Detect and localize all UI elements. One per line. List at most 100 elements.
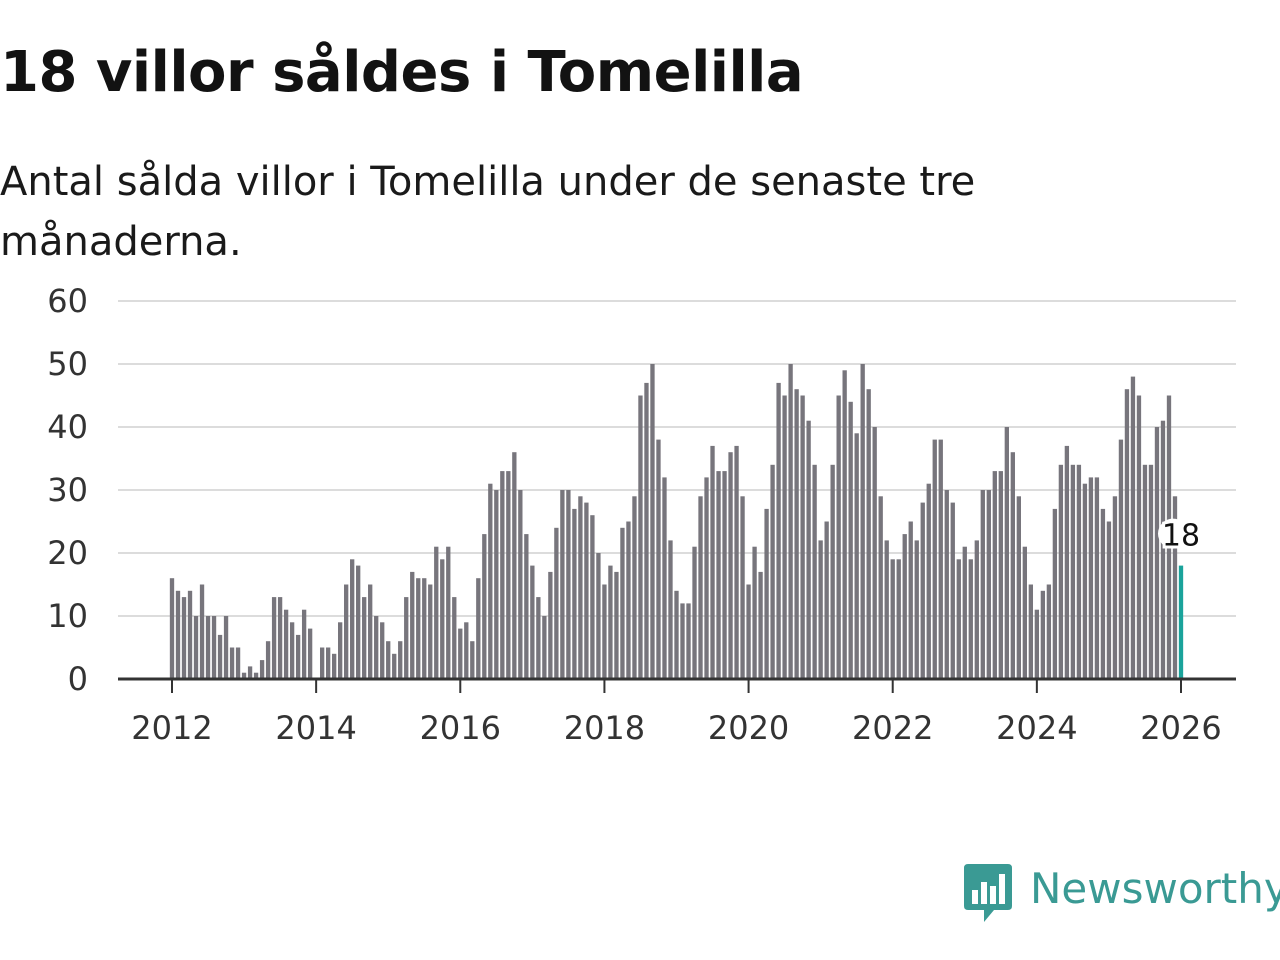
bar (325, 647, 331, 679)
bar (500, 471, 505, 679)
y-tick-label: 40 (47, 408, 88, 446)
x-tick-label: 2012 (131, 709, 212, 747)
bar (338, 622, 343, 679)
bar (193, 616, 199, 679)
bar (572, 508, 577, 679)
x-tick-label: 2016 (420, 709, 501, 747)
bar (734, 445, 739, 679)
bar (368, 584, 373, 679)
bar (992, 471, 997, 679)
bar (950, 502, 955, 679)
bar (332, 653, 337, 679)
data-label-halo (1158, 518, 1188, 549)
bar (674, 590, 679, 679)
bar (1124, 389, 1130, 679)
bar (319, 647, 325, 679)
newsworthy-logo: Newsworthy (962, 862, 1280, 928)
bar (253, 672, 259, 679)
bar (638, 395, 643, 679)
bar (410, 571, 415, 679)
bar (1130, 376, 1136, 679)
bar (584, 502, 589, 679)
bar (1004, 427, 1009, 679)
bar (494, 490, 499, 679)
bar (344, 584, 349, 679)
bar (271, 597, 277, 679)
newsworthy-bar-chart-icon (964, 864, 1012, 922)
bar (656, 439, 661, 679)
bar (884, 540, 889, 679)
bar (866, 389, 871, 679)
bar (692, 546, 697, 679)
bar (488, 483, 493, 679)
bar (235, 647, 241, 679)
bar (434, 546, 439, 679)
bar (566, 490, 571, 679)
bar (764, 508, 769, 679)
bar (998, 471, 1003, 679)
bar (1022, 546, 1027, 679)
bar (1046, 584, 1052, 679)
bar (854, 433, 859, 679)
bar (812, 464, 817, 679)
bar (307, 628, 313, 679)
bar (247, 666, 253, 679)
y-tick-label: 20 (47, 534, 88, 572)
bar (512, 452, 517, 679)
bar (728, 452, 733, 679)
x-tick-label: 2014 (275, 709, 356, 747)
bar (464, 622, 469, 679)
bar (770, 464, 775, 679)
bar (374, 616, 379, 679)
y-axis-labels: 0 10 20 30 40 50 60 (47, 282, 88, 698)
bar (848, 401, 853, 679)
bar (752, 546, 757, 679)
bar (1010, 452, 1015, 679)
bar (356, 565, 361, 679)
bar (277, 597, 283, 679)
bar (506, 471, 511, 679)
bar (1064, 445, 1070, 679)
annotations: 18 (1158, 516, 1203, 557)
bar (1142, 464, 1148, 679)
bar (518, 490, 523, 679)
bar (205, 616, 211, 679)
x-tick-label: 2020 (708, 709, 789, 747)
bar (1118, 439, 1124, 679)
bar (398, 641, 403, 679)
bar (596, 553, 601, 679)
y-tick-label: 60 (47, 282, 88, 320)
bar (1160, 420, 1166, 679)
bar (578, 496, 583, 679)
bar (416, 578, 421, 679)
bar (1028, 584, 1034, 679)
bar (668, 540, 673, 679)
bar (548, 571, 553, 679)
bar-highlight (1178, 565, 1184, 679)
chart-subtitle: Antal sålda villor i Tomelilla under de … (0, 159, 976, 265)
bar (1034, 609, 1040, 679)
bar (938, 439, 943, 679)
bar (782, 395, 787, 679)
data-label: 18 (1162, 519, 1200, 554)
bar (686, 603, 691, 679)
bar (608, 565, 613, 679)
logo-text: Newsworthy (1030, 864, 1280, 913)
bar (878, 496, 883, 679)
bar (1052, 508, 1058, 679)
bar (452, 597, 457, 679)
bar (956, 559, 961, 679)
bar (746, 584, 751, 679)
x-tick-label: 2022 (852, 709, 933, 747)
bar (830, 464, 835, 679)
bar (1100, 508, 1106, 679)
x-tick-label: 2024 (996, 709, 1077, 747)
bar (1058, 464, 1064, 679)
bar (806, 420, 811, 679)
bar (1148, 464, 1154, 679)
bar (716, 471, 721, 679)
bar (524, 534, 529, 679)
bar (722, 471, 727, 679)
bar (962, 546, 967, 679)
